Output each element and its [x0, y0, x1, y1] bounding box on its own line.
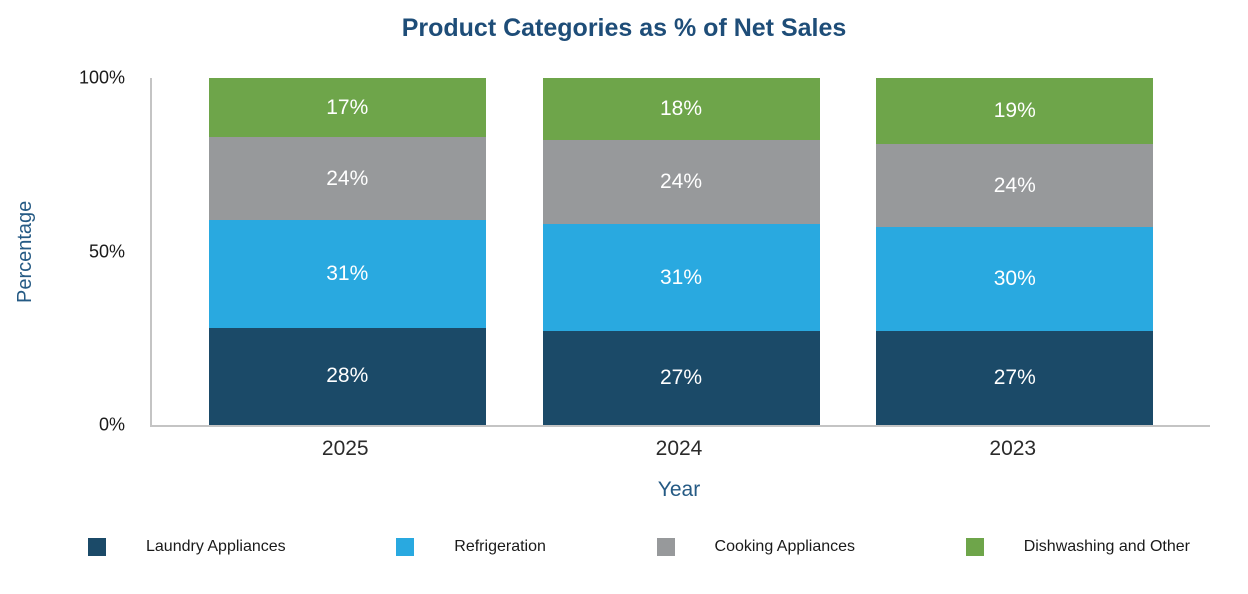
- legend: Laundry Appliances Refrigeration Cooking A…: [88, 538, 1190, 556]
- segment-value-label: 24%: [326, 166, 369, 190]
- bar-2024: 27% 31% 24% 18%: [542, 78, 820, 425]
- bar-segment: 30%: [876, 227, 1154, 332]
- segment-value-label: 17%: [326, 95, 369, 119]
- x-axis-title: Year: [657, 478, 701, 501]
- segment-value-label: 19%: [993, 98, 1036, 122]
- legend-swatch: [396, 538, 415, 556]
- bar-segment: 28%: [208, 327, 486, 425]
- segment-value-label: 31%: [326, 262, 369, 286]
- legend-label: Refrigeration: [454, 538, 546, 555]
- bar-segment: 17%: [208, 78, 486, 138]
- bar-segment: 27%: [542, 331, 820, 425]
- segment-value-label: 27%: [659, 366, 703, 390]
- bar-segment: 24%: [208, 137, 486, 221]
- legend-item: Dishwashing and Other: [965, 538, 1190, 556]
- legend-item: Cooking Appliances: [656, 538, 856, 556]
- bar-segment: 31%: [208, 220, 486, 328]
- segment-value-label: 18%: [659, 97, 703, 121]
- x-axis-ticks: 2025 2024 2023: [150, 437, 1208, 461]
- y-tick-label: 100%: [78, 67, 125, 88]
- y-axis-title: Percentage: [14, 200, 36, 303]
- x-tick-label: 2025: [321, 437, 369, 460]
- x-tick-label: 2023: [989, 437, 1037, 460]
- plot-area: 28% 31% 24% 17% 27% 31% 24% 18% 27% 30% 24% 19%: [150, 78, 1210, 427]
- y-tick-label: 0%: [98, 414, 125, 435]
- segment-value-label: 27%: [993, 366, 1036, 390]
- bar-2025: 28% 31% 24% 17%: [208, 78, 486, 425]
- bar-segment: 19%: [876, 78, 1154, 144]
- bar-segment: 27%: [876, 331, 1154, 425]
- segment-value-label: 24%: [993, 173, 1036, 197]
- legend-swatch: [88, 538, 106, 556]
- segment-value-label: 24%: [659, 170, 703, 194]
- bar-segment: 24%: [876, 143, 1154, 228]
- bar-segment: 31%: [542, 223, 820, 332]
- segment-value-label: 30%: [993, 267, 1036, 291]
- legend-swatch: [965, 538, 984, 556]
- bar-segment: 24%: [542, 140, 820, 224]
- bars-row: 28% 31% 24% 17% 27% 31% 24% 18% 27% 30% 24% 19%: [152, 78, 1210, 425]
- bar-segment: 18%: [542, 78, 820, 141]
- legend-item: Refrigeration: [396, 538, 546, 556]
- bar-2023: 27% 30% 24% 19%: [876, 78, 1154, 425]
- x-tick-label: 2024: [655, 437, 703, 460]
- legend-label: Cooking Appliances: [714, 538, 856, 555]
- segment-value-label: 31%: [659, 265, 703, 289]
- legend-label: Laundry Appliances: [146, 538, 286, 555]
- segment-value-label: 28%: [326, 364, 369, 388]
- chart-title: Product Categories as % of Net Sales: [401, 14, 847, 42]
- legend-label: Dishwashing and Other: [1023, 538, 1190, 555]
- legend-item: Laundry Appliances: [88, 538, 286, 556]
- y-axis-ticks: 100% 50% 0%: [55, 68, 135, 435]
- legend-swatch: [656, 538, 675, 556]
- y-tick-label: 50%: [88, 241, 125, 261]
